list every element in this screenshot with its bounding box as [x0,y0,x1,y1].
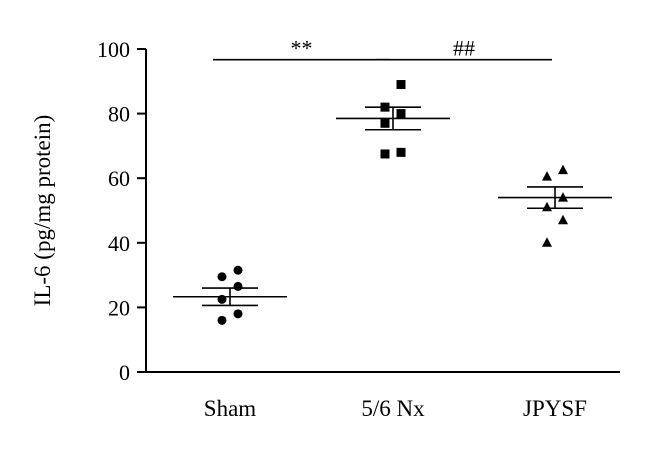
y-tick-label: 0 [119,360,130,385]
data-point [558,192,568,202]
y-tick-label: 60 [108,166,130,191]
x-category-label: 5/6 Nx [361,396,425,421]
group-sham [173,265,287,325]
group-jpysf [498,164,612,247]
y-axis-label: IL-6 (pg/mg protein) [30,115,55,307]
x-category-label: JPYSF [523,396,587,421]
x-axis: Sham 5/6 Nx JPYSF [146,371,620,421]
data-point [396,147,406,157]
y-axis: 0 20 40 60 80 100 [97,37,147,385]
data-point [542,201,552,212]
significance-label: ## [453,36,475,61]
group-5-6-nx [336,80,450,159]
y-tick-label: 100 [97,37,130,62]
data-groups [173,80,612,325]
data-point [396,109,406,119]
data-point [542,237,552,247]
data-point [233,265,243,275]
data-point [233,281,243,291]
y-tick-label: 20 [108,295,130,320]
data-point [217,315,227,325]
y-ticks: 0 20 40 60 80 100 [97,37,146,385]
data-point [558,164,568,175]
data-point [380,102,390,112]
significance-label: ** [291,36,313,61]
x-category-label: Sham [204,396,257,421]
x-category-labels: Sham 5/6 Nx JPYSF [204,396,587,421]
data-point [558,214,568,225]
data-point [542,171,552,181]
y-tick-label: 80 [108,102,130,127]
y-tick-label: 40 [108,231,130,256]
data-point [217,294,227,304]
data-point [380,118,390,128]
data-point [217,272,227,282]
data-point [396,80,406,90]
data-point [380,149,390,159]
data-point [233,309,243,319]
significance-annotations: ** ## [213,36,552,61]
